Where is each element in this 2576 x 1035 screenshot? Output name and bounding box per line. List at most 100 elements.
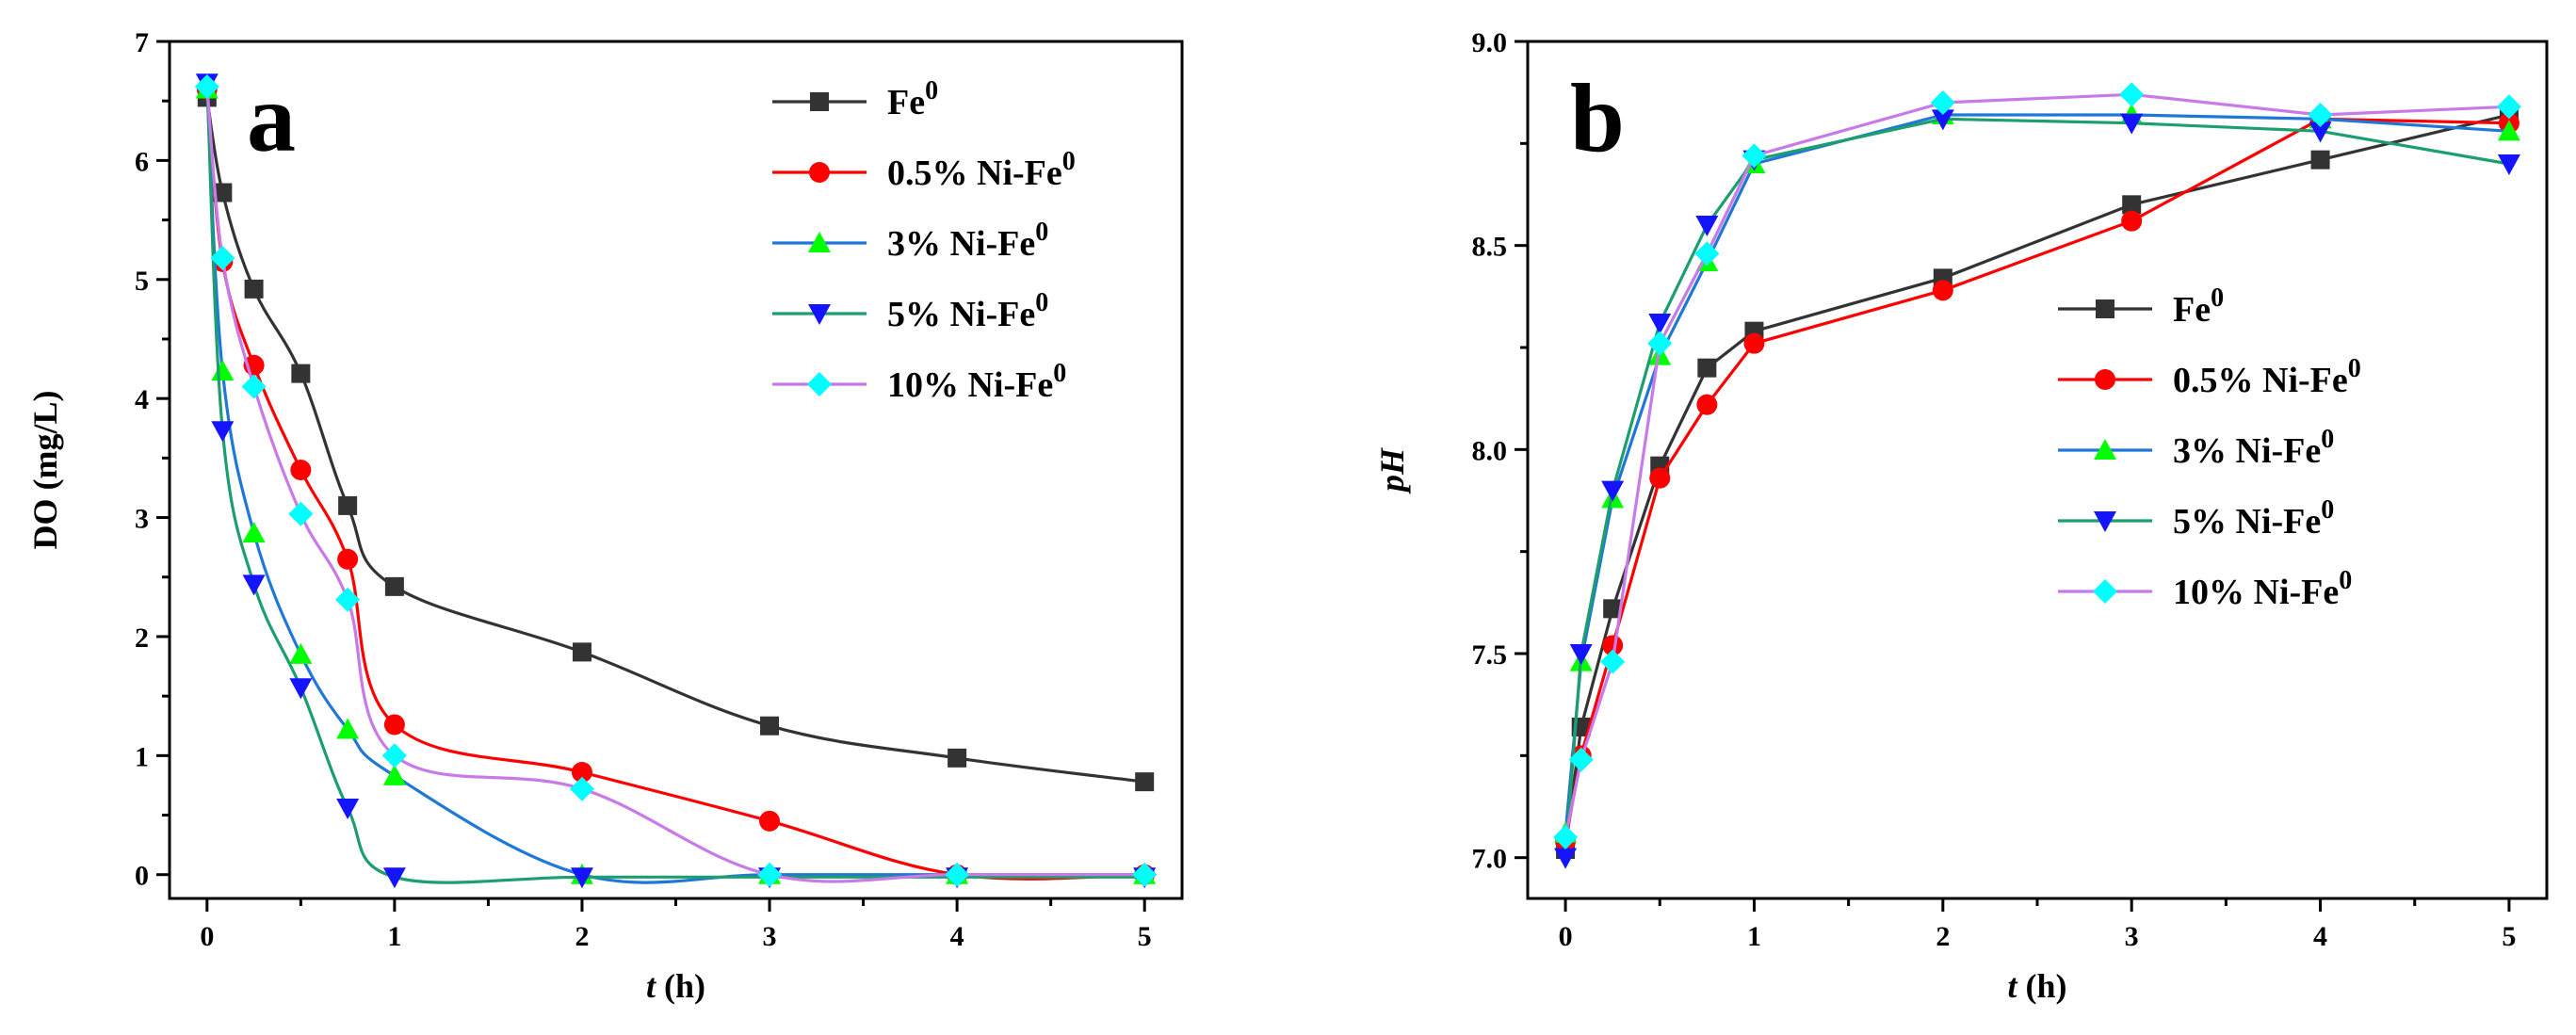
series-2: [1554, 104, 2520, 843]
data-point: [2119, 82, 2145, 107]
legend-label-name: 5% Ni-Fe: [887, 295, 1035, 334]
data-point: [1648, 314, 1672, 334]
data-point: [1135, 772, 1155, 792]
legend-label-sup: 0: [925, 76, 938, 105]
series-line: [1563, 113, 2510, 833]
data-point: [945, 862, 970, 887]
data-point: [1696, 394, 1718, 415]
data-point: [211, 360, 235, 381]
data-point: [569, 776, 594, 801]
data-point: [1602, 635, 1624, 656]
x-axis-title-var: t: [2007, 967, 2017, 1005]
legend-label-name: 0.5% Ni-Fe: [2173, 361, 2348, 400]
legend-item: 10% Ni-Fe0: [2058, 566, 2352, 612]
y-tick-label: 5: [135, 266, 149, 297]
legend-item: Fe0: [772, 76, 938, 122]
x-tick-label: 1: [1747, 921, 1761, 952]
legend-label-name: 3% Ni-Fe: [2173, 431, 2321, 471]
data-point: [382, 764, 406, 785]
data-point: [213, 183, 233, 202]
y-tick-label: 9.0: [1472, 27, 1508, 58]
y-tick-label: 2: [135, 623, 149, 654]
legend-swatch-marker: [2093, 579, 2117, 604]
legend-label-sup: 0: [2339, 566, 2352, 595]
legend-label-sup: 0: [1062, 147, 1076, 176]
legend-item: 3% Ni-Fe0: [2058, 425, 2334, 471]
legend-label-name: 5% Ni-Fe: [2173, 502, 2321, 542]
legend-label: 3% Ni-Fe0: [887, 218, 1048, 264]
x-tick-label: 0: [1559, 921, 1573, 952]
y-tick-label: 1: [135, 741, 149, 772]
legend-label: 0.5% Ni-Fe0: [887, 147, 1076, 193]
y-axis-title: DO (mg/L): [26, 391, 64, 550]
x-axis-title-var: t: [646, 967, 656, 1005]
series-line: [205, 89, 1145, 881]
series-line: [205, 83, 1145, 884]
data-point: [2310, 150, 2330, 170]
data-point: [336, 718, 360, 739]
data-point: [1600, 649, 1626, 674]
data-point: [570, 867, 593, 889]
data-point: [241, 374, 267, 399]
data-point: [1647, 331, 1673, 356]
legend-item: 5% Ni-Fe0: [2058, 495, 2334, 542]
series-1: [1555, 108, 2519, 852]
data-point: [1694, 241, 1720, 267]
y-tick-label: 7: [135, 27, 149, 58]
y-axis-title: pH: [1373, 447, 1411, 494]
legend-label: 0.5% Ni-Fe0: [2173, 354, 2361, 400]
series-4: [194, 74, 1158, 887]
data-point: [383, 714, 405, 736]
legend-label-name: 10% Ni-Fe: [887, 365, 1053, 405]
data-point: [2309, 121, 2332, 143]
legend-label: 5% Ni-Fe0: [887, 288, 1048, 334]
legend-item: 10% Ni-Fe0: [772, 359, 1066, 405]
legend-label: Fe0: [887, 76, 938, 122]
series-line: [1563, 92, 2509, 838]
x-tick-label: 2: [575, 921, 589, 952]
data-point: [382, 867, 406, 889]
legend-label-name: 10% Ni-Fe: [2173, 573, 2339, 612]
series-line: [205, 97, 1145, 784]
data-point: [1132, 862, 1158, 887]
data-point: [242, 574, 266, 596]
y-tick-label: 3: [135, 504, 149, 535]
legend-label-sup: 0: [1053, 359, 1066, 388]
legend-item: 0.5% Ni-Fe0: [2058, 354, 2361, 400]
y-tick-label: 4: [135, 384, 149, 415]
data-point: [289, 678, 313, 700]
data-point: [760, 716, 780, 736]
data-point: [210, 246, 235, 271]
data-point: [384, 576, 404, 596]
x-axis-title-unit: (h): [2017, 967, 2067, 1005]
legend-label-name: Fe: [2173, 290, 2211, 330]
series-2: [195, 77, 1157, 884]
x-tick-label: 3: [763, 921, 777, 952]
plot-frame: [168, 40, 1184, 900]
legend-label-sup: 0: [2211, 283, 2224, 313]
data-point: [211, 421, 235, 443]
legend-swatch-marker: [808, 304, 831, 325]
data-point: [336, 798, 360, 819]
legend-label-name: 3% Ni-Fe: [887, 224, 1035, 264]
data-point: [2308, 103, 2333, 127]
data-point: [2497, 154, 2520, 175]
legend-item: Fe0: [2058, 283, 2224, 330]
legend-swatch-marker: [807, 372, 832, 396]
x-tick-label: 1: [387, 921, 401, 952]
legend-label-sup: 0: [2348, 354, 2361, 383]
data-point: [338, 495, 358, 515]
data-point: [948, 748, 967, 768]
legend-label-name: Fe: [887, 83, 925, 122]
legend-label-sup: 0: [1035, 288, 1048, 317]
data-point: [1695, 216, 1719, 236]
series-line: [205, 86, 1145, 883]
data-point: [381, 743, 407, 768]
legend-label: 3% Ni-Fe0: [2173, 425, 2334, 471]
data-point: [1697, 358, 1717, 378]
x-axis-title: t (h): [2007, 967, 2066, 1005]
panel-label: b: [1570, 64, 1625, 172]
data-point: [1553, 825, 1579, 849]
